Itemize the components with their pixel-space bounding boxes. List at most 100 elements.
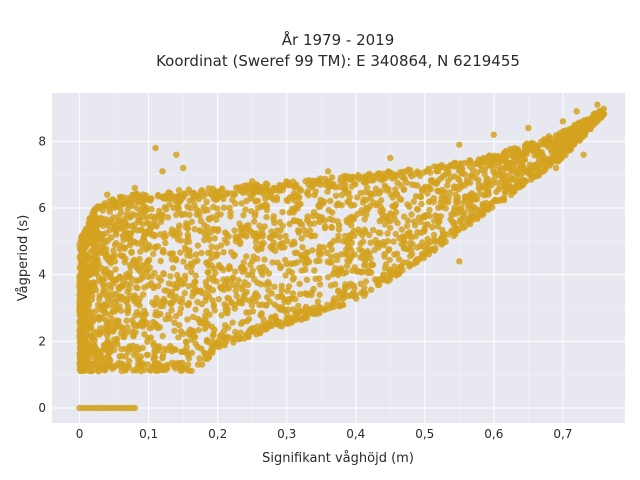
scatter-point [378, 177, 385, 184]
scatter-point [419, 187, 426, 195]
scatter-point [364, 173, 371, 180]
scatter-point [184, 316, 191, 323]
scatter-point [148, 231, 155, 238]
scatter-point [243, 233, 250, 240]
scatter-point [168, 306, 175, 314]
scatter-point [198, 345, 205, 352]
scatter-point [299, 244, 306, 251]
scatter-point [295, 227, 302, 235]
scatter-point [224, 324, 232, 331]
scatter-point [544, 139, 552, 146]
scatter-point [217, 211, 224, 218]
scatter-point [139, 344, 146, 351]
x-tick-label: 0,1 [139, 427, 158, 441]
scatter-point [205, 268, 212, 276]
scatter-point [250, 328, 257, 335]
scatter-point [195, 326, 202, 334]
scatter-point [84, 268, 92, 275]
scatter-point [140, 203, 148, 210]
scatter-point [528, 176, 535, 183]
scatter-point [284, 320, 292, 327]
scatter-point [377, 230, 384, 237]
scatter-point [389, 175, 396, 182]
scatter-point [311, 267, 318, 274]
scatter-point [181, 289, 188, 297]
scatter-point [101, 344, 108, 352]
scatter-point [160, 246, 167, 254]
scatter-point [119, 294, 126, 301]
scatter-point [247, 261, 254, 268]
scatter-point [185, 299, 193, 307]
scatter-point [447, 216, 454, 223]
scatter-point [450, 232, 457, 240]
scatter-point [323, 249, 330, 257]
scatter-point [108, 363, 116, 370]
scatter-point [392, 186, 399, 193]
scatter-point [361, 216, 368, 223]
scatter-point [296, 291, 304, 298]
scatter-point [450, 183, 458, 190]
scatter-point [324, 188, 331, 195]
scatter-point [302, 266, 309, 273]
scatter-point [211, 235, 218, 242]
scatter-point [352, 181, 359, 188]
scatter-point [108, 295, 115, 303]
scatter-point [338, 202, 345, 209]
scatter-point [112, 266, 119, 273]
scatter-point [101, 308, 108, 315]
scatter-point [461, 171, 469, 178]
scatter-point [594, 101, 601, 108]
scatter-point [465, 218, 473, 225]
scatter-point [210, 331, 217, 338]
scatter-point [277, 227, 284, 234]
scatter-point [359, 253, 367, 260]
scatter-point [324, 168, 332, 175]
scatter-point [174, 271, 181, 279]
scatter-point [245, 221, 252, 229]
scatter-point [374, 200, 381, 207]
scatter-point [160, 270, 168, 278]
scatter-point [331, 268, 338, 276]
y-tick-label: 6 [38, 201, 46, 215]
scatter-point [400, 174, 408, 181]
scatter-point [235, 277, 242, 284]
scatter-point [97, 351, 104, 358]
scatter-point [88, 335, 96, 342]
scatter-point [205, 287, 212, 295]
scatter-point [350, 174, 358, 181]
scatter-point [391, 251, 398, 258]
scatter-point [354, 194, 361, 201]
scatter-point [174, 236, 182, 243]
scatter-point [113, 323, 121, 330]
scatter-point [192, 306, 199, 313]
scatter-point [458, 204, 465, 212]
scatter-point [163, 206, 170, 213]
scatter-point [410, 218, 418, 225]
scatter-point [133, 204, 141, 212]
scatter-point [89, 317, 97, 324]
scatter-point [400, 186, 408, 193]
scatter-point [186, 211, 193, 219]
scatter-point [178, 281, 186, 288]
scatter-point [91, 283, 99, 290]
scatter-point [97, 329, 104, 336]
scatter-point [218, 312, 225, 319]
scatter-point [461, 209, 468, 216]
scatter-point [565, 130, 572, 137]
scatter-point [161, 287, 168, 294]
scatter-point [316, 281, 324, 288]
scatter-point [189, 292, 196, 300]
scatter-point [332, 192, 340, 199]
scatter-point [87, 238, 95, 245]
scatter-point [231, 227, 238, 234]
scatter-point [209, 287, 217, 294]
scatter-point [144, 319, 151, 327]
scatter-point [213, 278, 220, 285]
scatter-point [204, 350, 211, 357]
scatter-point [83, 348, 90, 355]
scatter-point [254, 233, 262, 240]
scatter-point [351, 285, 358, 292]
scatter-point [210, 203, 217, 211]
scatter-point [272, 247, 279, 255]
scatter-point [121, 258, 128, 266]
